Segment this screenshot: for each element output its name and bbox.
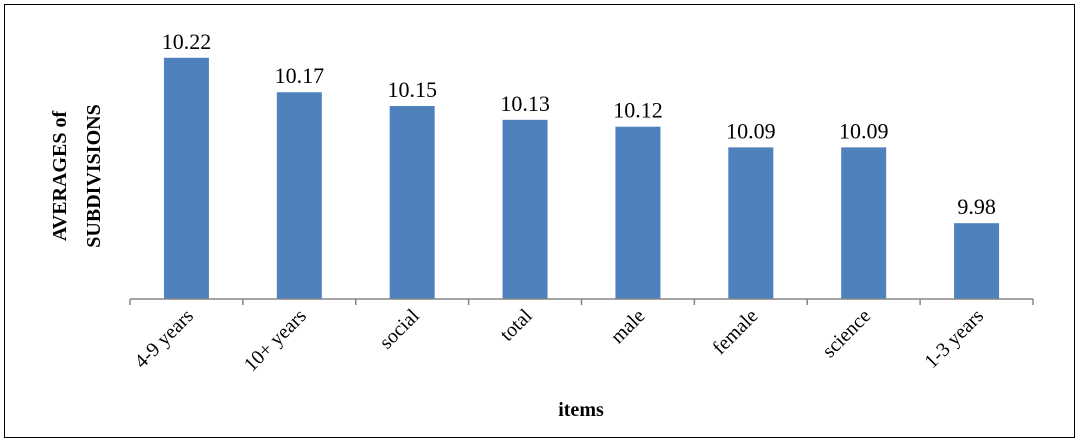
bar-science bbox=[841, 147, 887, 299]
x-tick-label: female bbox=[708, 305, 762, 359]
x-tick-label: 4-9 years bbox=[130, 305, 198, 373]
x-tick-label: science bbox=[818, 305, 875, 362]
x-tick-label: total bbox=[496, 305, 537, 346]
x-tick-label: social bbox=[375, 305, 424, 354]
bars-layer bbox=[163, 57, 1000, 300]
x-tick-labels: 4-9 years 10+ years social total male female s… bbox=[130, 305, 988, 376]
data-label: 10.09 bbox=[839, 118, 889, 143]
y-axis-title-line-1: AVERAGES of bbox=[49, 111, 71, 242]
labels-layer: 10.22 10.17 10.15 10.13 10.12 10.09 10.09 9.98 bbox=[162, 29, 996, 219]
y-axis-title: AVERAGES of SUBDIVISIONS bbox=[49, 104, 105, 247]
data-label: 9.98 bbox=[957, 194, 996, 219]
x-tick-label: 10+ years bbox=[240, 305, 311, 376]
bar-female bbox=[728, 147, 774, 299]
bar-10-years bbox=[276, 92, 322, 299]
bar-1-3-years bbox=[954, 223, 1000, 299]
bar-social bbox=[389, 106, 435, 299]
bar-male bbox=[615, 126, 661, 300]
data-label: 10.17 bbox=[275, 63, 325, 88]
x-axis-title: items bbox=[558, 399, 604, 421]
y-axis-title-line-2: SUBDIVISIONS bbox=[83, 104, 105, 247]
data-label: 10.09 bbox=[726, 118, 776, 143]
ticks-layer bbox=[129, 299, 1034, 305]
bar-total bbox=[502, 119, 548, 299]
x-tick-label: 1-3 years bbox=[920, 305, 988, 373]
bar-4-9-years bbox=[163, 57, 209, 299]
x-tick-label: male bbox=[606, 305, 649, 348]
data-label: 10.15 bbox=[387, 77, 437, 102]
data-label: 10.13 bbox=[500, 91, 550, 116]
data-label: 10.12 bbox=[613, 98, 663, 123]
data-label: 10.22 bbox=[162, 29, 212, 54]
